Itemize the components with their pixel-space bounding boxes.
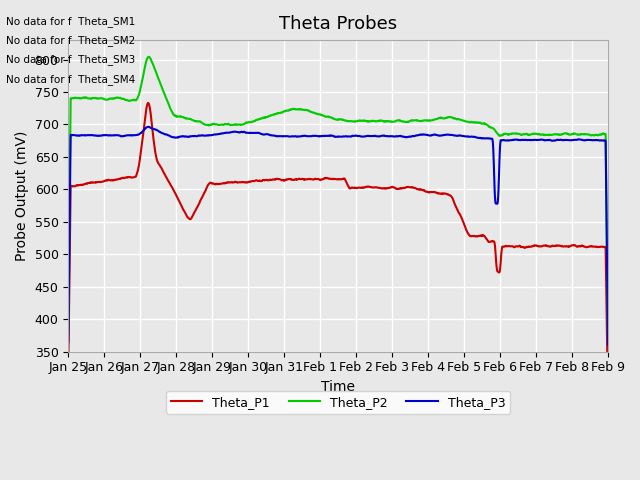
Theta_P3: [161, 132, 169, 137]
Theta_P1: [436, 191, 444, 197]
Theta_P1: [309, 177, 317, 182]
Theta_P2: [161, 93, 169, 98]
Theta_P1: [341, 176, 349, 181]
Theta_P3: [436, 132, 444, 138]
Theta_P1: [75, 182, 83, 188]
Theta_P3: [604, 342, 612, 348]
Theta_P2: [65, 320, 72, 325]
Theta_P3: [309, 133, 317, 139]
Line: Theta_P1: Theta_P1: [68, 103, 608, 401]
Line: Theta_P2: Theta_P2: [68, 57, 608, 342]
Theta_P1: [144, 100, 152, 106]
Theta_P2: [75, 95, 83, 101]
Text: No data for f  Theta_SM1: No data for f Theta_SM1: [6, 16, 136, 27]
Theta_P1: [604, 398, 612, 404]
Theta_P1: [161, 172, 169, 178]
Legend: Theta_P1, Theta_P2, Theta_P3: Theta_P1, Theta_P2, Theta_P3: [166, 391, 510, 414]
Text: No data for f  Theta_SM2: No data for f Theta_SM2: [6, 35, 136, 46]
Theta_P3: [570, 137, 577, 143]
Text: No data for f  Theta_SM3: No data for f Theta_SM3: [6, 54, 136, 65]
Theta_P3: [145, 124, 152, 130]
Theta_P2: [341, 118, 349, 123]
Theta_P2: [145, 54, 153, 60]
Text: No data for f  Theta_SM4: No data for f Theta_SM4: [6, 73, 136, 84]
Theta_P1: [570, 242, 577, 248]
Theta_P3: [341, 133, 349, 139]
Theta_P2: [570, 131, 577, 137]
Y-axis label: Probe Output (mV): Probe Output (mV): [15, 131, 29, 261]
Theta_P2: [604, 339, 612, 345]
Theta_P2: [436, 115, 444, 121]
Theta_P3: [65, 339, 72, 345]
Theta_P1: [65, 366, 72, 372]
Theta_P2: [309, 109, 317, 115]
Title: Theta Probes: Theta Probes: [279, 15, 397, 33]
Line: Theta_P3: Theta_P3: [68, 127, 608, 345]
Theta_P3: [75, 133, 83, 139]
X-axis label: Time: Time: [321, 380, 355, 394]
